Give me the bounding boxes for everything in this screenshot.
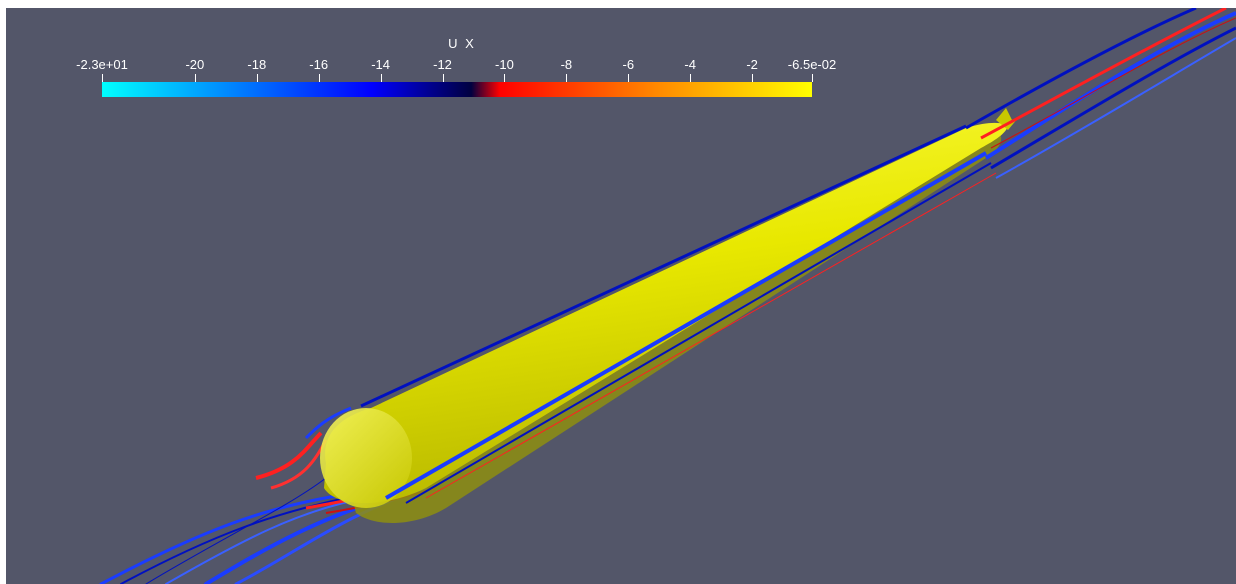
render-viewport[interactable]: U X -2.3e+01 -20 -18 -16 -14 -12 -10 -8 -6 -4 -2 -6… (6, 8, 1236, 584)
streamline (99, 494, 338, 584)
color-legend-tick-label: -2 (746, 57, 758, 72)
streamline (304, 406, 352, 440)
streamline (120, 497, 347, 584)
color-legend-tick-label: -14 (371, 57, 391, 72)
color-legend-tick-mark (566, 74, 568, 82)
streamline (405, 162, 992, 504)
color-legend-title: U X (448, 36, 476, 51)
color-legend-tick-mark (380, 74, 382, 82)
streamline (385, 151, 987, 500)
color-legend-tick-label: -18 (247, 57, 267, 72)
color-legend-tick-label: -8 (560, 57, 573, 72)
color-legend-tick-label: -6.5e-02 (787, 57, 837, 72)
streamline (990, 26, 1236, 170)
hull-body (324, 122, 1008, 503)
color-legend-tick-mark (318, 74, 320, 82)
color-legend-tick-mark (628, 74, 630, 82)
color-legend-tick-label: -2.3e+01 (76, 57, 128, 72)
streamline (995, 37, 1236, 179)
color-legend-tick-mark (690, 74, 692, 82)
color-legend-tick-mark (812, 74, 813, 82)
streamlines-upper-right (965, 8, 1236, 179)
flow-scene (99, 8, 1236, 584)
color-legend-tick-mark (194, 74, 196, 82)
color-legend-tick-mark (256, 74, 258, 82)
streamline (980, 8, 1227, 140)
hull-nose (320, 408, 412, 508)
color-legend-tick-label: -10 (495, 57, 514, 72)
streamline (145, 477, 327, 584)
streamline (984, 11, 1236, 160)
color-legend-tick-label: -12 (433, 57, 452, 72)
color-legend-tick-mark (504, 74, 506, 82)
color-legend: U X -2.3e+01 -20 -18 -16 -14 -12 -10 -8 -6 -4 -2 -6… (76, 8, 836, 108)
streamline (425, 172, 997, 499)
color-legend-tick-label: -4 (684, 57, 696, 72)
streamline (965, 8, 1197, 130)
color-legend-tick-label: -16 (309, 57, 329, 72)
streamline (270, 439, 328, 490)
color-legend-bar (102, 82, 812, 97)
color-legend-tick-label: -20 (185, 57, 205, 72)
streamline (990, 17, 1236, 149)
color-legend-tick-mark (442, 74, 444, 82)
streamline (255, 431, 323, 480)
streamline (165, 499, 357, 584)
streamline (360, 124, 967, 408)
propeller (996, 108, 1018, 130)
color-legend-tick-mark (752, 74, 754, 82)
streamlines-hull-edges (360, 124, 997, 504)
color-legend-tick-label: -6 (622, 57, 635, 72)
color-legend-tick-mark (102, 74, 103, 82)
